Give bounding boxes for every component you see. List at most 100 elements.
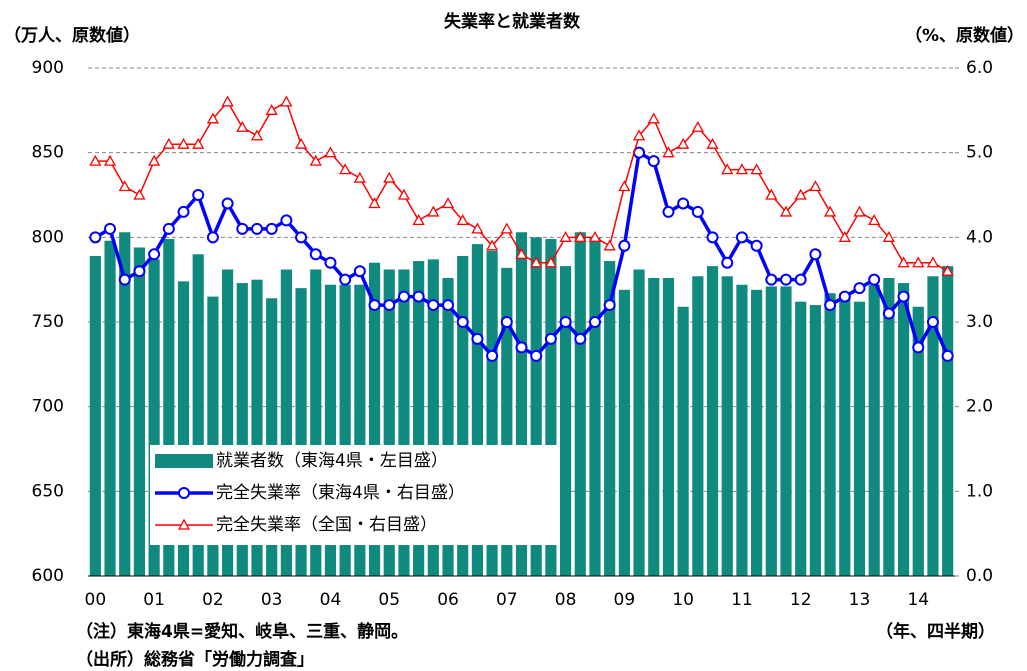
x-axis-label: （年、四半期） (876, 621, 995, 642)
bar (706, 266, 719, 576)
marker (162, 222, 175, 235)
y2-axis-label: （%、原数値） (905, 25, 1024, 46)
bar (398, 269, 410, 576)
marker (250, 129, 264, 141)
bar (795, 301, 807, 576)
marker (148, 154, 161, 166)
bar (310, 269, 322, 576)
marker (574, 332, 587, 345)
y-tick-label: 750 (32, 312, 64, 332)
bar (486, 250, 498, 576)
marker (309, 248, 322, 261)
marker (265, 103, 278, 115)
x-tick-label: 07 (496, 590, 518, 610)
bar (662, 277, 675, 576)
marker (588, 316, 601, 328)
y-tick-label: 800 (32, 227, 64, 247)
bar (148, 259, 160, 576)
marker (280, 214, 293, 227)
bar (192, 254, 204, 576)
marker (735, 163, 749, 175)
x-tick-label: 12 (790, 590, 812, 610)
marker (486, 349, 499, 362)
x-tick-label: 03 (261, 590, 283, 610)
marker (236, 120, 249, 132)
marker (177, 518, 191, 530)
bar (868, 284, 880, 576)
marker (530, 256, 543, 268)
bar (324, 284, 337, 576)
marker (779, 205, 793, 217)
marker (750, 239, 763, 252)
marker (897, 256, 910, 268)
marker (706, 231, 719, 244)
bar (236, 283, 248, 576)
marker (500, 222, 513, 234)
bar (457, 255, 469, 576)
y2-tick-label: 2.0 (966, 397, 993, 417)
y-tick-label: 650 (32, 481, 64, 501)
x-tick-label: 01 (143, 590, 165, 610)
bar (368, 262, 381, 576)
marker (618, 180, 631, 192)
marker (89, 231, 102, 244)
bar (207, 296, 219, 576)
marker (647, 155, 660, 168)
marker (471, 332, 484, 345)
marker (368, 299, 381, 312)
bar (163, 239, 175, 576)
marker (294, 137, 308, 149)
bar (222, 269, 234, 576)
marker (486, 239, 499, 251)
bar (560, 266, 572, 576)
marker (780, 273, 793, 286)
bar (618, 289, 630, 576)
x-tick-label: 08 (555, 590, 577, 610)
marker (118, 180, 131, 192)
y-tick-label: 850 (32, 143, 64, 163)
bar (824, 293, 836, 576)
bar (677, 306, 689, 576)
marker (456, 316, 469, 328)
marker (559, 316, 572, 328)
marker (236, 222, 249, 235)
marker (677, 197, 690, 210)
x-tick-label: 09 (614, 590, 636, 610)
marker (206, 231, 219, 244)
bar (442, 277, 454, 576)
bar (633, 269, 645, 576)
legend-swatch (155, 454, 213, 468)
marker (441, 197, 455, 209)
bar (897, 283, 910, 576)
marker (794, 188, 807, 200)
bar (177, 281, 190, 576)
marker (265, 222, 278, 235)
bar (280, 269, 292, 576)
legend-label: 就業者数（東海4県・左目盛） (216, 451, 448, 471)
marker (412, 290, 425, 303)
marker (912, 256, 925, 268)
bar (721, 276, 733, 576)
marker (721, 256, 734, 269)
y2-tick-label: 0.0 (966, 566, 993, 586)
marker (178, 487, 190, 499)
bar (530, 237, 542, 577)
marker (941, 349, 954, 362)
bar (413, 261, 425, 576)
bar (942, 266, 954, 576)
y-tick-label: 700 (32, 397, 64, 417)
marker (353, 265, 366, 278)
marker (515, 247, 528, 259)
marker (838, 290, 851, 303)
marker (339, 273, 352, 286)
marker (368, 197, 381, 209)
y-tick-label: 600 (32, 566, 64, 586)
marker (500, 316, 513, 328)
bar (574, 232, 586, 576)
marker (882, 230, 895, 242)
y-axis-label: （万人、原数値） (4, 25, 140, 46)
bar (383, 269, 395, 576)
marker (588, 230, 602, 242)
marker (192, 137, 205, 149)
